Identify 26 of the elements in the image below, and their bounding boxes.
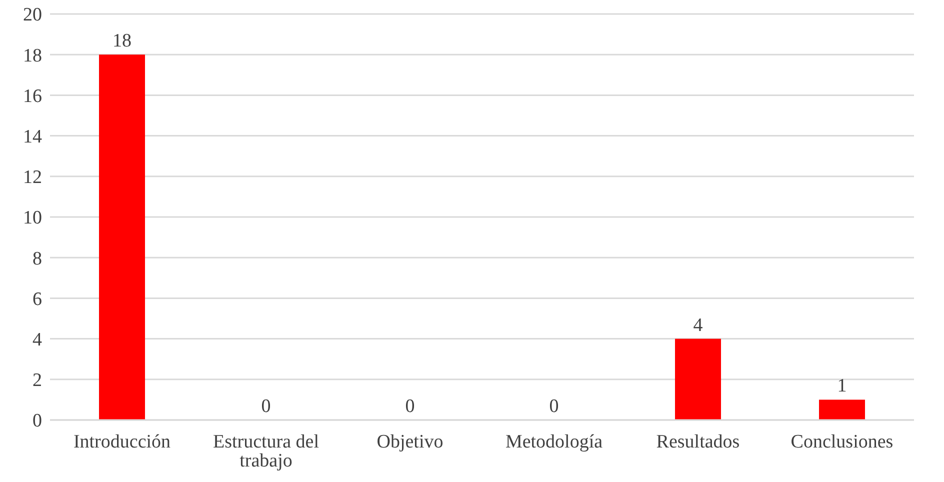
- y-tick-label: 0: [32, 410, 42, 432]
- bar: [675, 338, 721, 420]
- y-tick-label: 18: [23, 45, 42, 66]
- bar: [99, 54, 145, 420]
- y-tick-label: 14: [23, 126, 42, 148]
- y-tick-label: 10: [23, 208, 42, 229]
- data-label: 0: [549, 396, 559, 417]
- y-tick-label: 4: [32, 330, 42, 351]
- data-label: 0: [405, 396, 415, 417]
- x-tick-label: Resultados: [656, 431, 740, 452]
- data-label: 18: [112, 30, 132, 52]
- x-tick-label: Estructura del trabajo: [212, 431, 320, 472]
- data-label: 1: [837, 376, 847, 397]
- x-tick-label: Objetivo: [376, 431, 444, 452]
- y-tick-label: 12: [23, 167, 42, 188]
- x-tick-label: Conclusiones: [790, 431, 894, 452]
- bar: [819, 400, 865, 420]
- data-label: 0: [261, 396, 271, 417]
- x-tick-label: Metodología: [505, 431, 604, 452]
- y-tick-label: 2: [32, 370, 42, 392]
- y-tick-label: 6: [32, 288, 42, 310]
- y-tick-label: 20: [23, 4, 42, 26]
- y-tick-label: 8: [32, 248, 42, 270]
- x-tick-label: Introducción: [73, 431, 172, 452]
- data-label: 4: [693, 314, 704, 336]
- y-tick-label: 16: [23, 86, 42, 107]
